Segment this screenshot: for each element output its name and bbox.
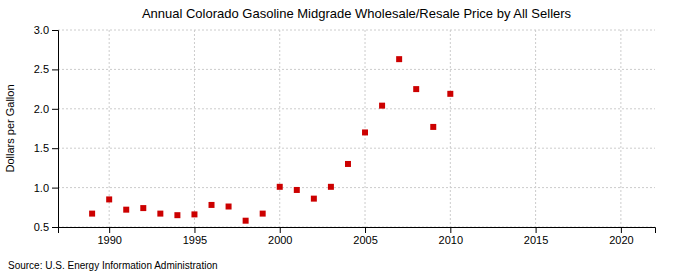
grid-line bbox=[450, 30, 451, 227]
tick-mark bbox=[52, 148, 58, 149]
tick: 2005 bbox=[353, 227, 377, 246]
point bbox=[260, 211, 266, 217]
grid-line bbox=[58, 30, 655, 31]
tick-mark bbox=[280, 227, 281, 233]
points bbox=[89, 56, 453, 224]
point bbox=[430, 124, 436, 130]
grid-line bbox=[365, 30, 366, 227]
tick-label: 1990 bbox=[97, 234, 121, 246]
tick-label: 2005 bbox=[353, 234, 377, 246]
grid-line bbox=[58, 187, 655, 188]
tick-mark bbox=[621, 227, 622, 233]
point bbox=[311, 196, 317, 202]
tick-label: 2000 bbox=[268, 234, 292, 246]
tick: 1995 bbox=[183, 227, 207, 246]
y-axis: 0.5 1.0 1.5 2.0 2.5 3.0 bbox=[34, 24, 59, 233]
point bbox=[379, 103, 385, 109]
point bbox=[106, 196, 112, 202]
grid-line bbox=[535, 30, 536, 227]
tick: 2.0 bbox=[34, 103, 58, 115]
tick-label: 2010 bbox=[439, 234, 463, 246]
grid-line bbox=[620, 30, 621, 227]
point bbox=[294, 187, 300, 193]
tick-mark bbox=[450, 227, 451, 233]
tick: 2020 bbox=[609, 227, 633, 246]
point bbox=[362, 129, 368, 135]
point bbox=[243, 218, 249, 224]
axis-line bbox=[52, 31, 59, 228]
tick-label: 3.0 bbox=[34, 24, 49, 36]
tick-label: 1.5 bbox=[34, 142, 49, 154]
tick-mark bbox=[52, 30, 58, 31]
tick-mark bbox=[536, 227, 537, 233]
point bbox=[191, 211, 197, 217]
tick: 1.0 bbox=[34, 182, 58, 194]
point bbox=[396, 56, 402, 62]
point bbox=[345, 161, 351, 167]
point bbox=[413, 86, 419, 92]
point bbox=[174, 212, 180, 218]
tick-mark bbox=[194, 227, 195, 233]
grid-line bbox=[58, 69, 655, 70]
grid-line bbox=[58, 148, 655, 149]
point bbox=[123, 207, 129, 213]
tick: 2.5 bbox=[34, 63, 58, 75]
point bbox=[277, 184, 283, 190]
tick: 1990 bbox=[97, 227, 121, 246]
tick: 2015 bbox=[524, 227, 548, 246]
grid-line bbox=[279, 30, 280, 227]
point bbox=[157, 211, 163, 217]
tick-label: 2015 bbox=[524, 234, 548, 246]
grid-line bbox=[58, 108, 655, 109]
grid-line bbox=[194, 30, 195, 227]
tick-label: 2.5 bbox=[34, 63, 49, 75]
point bbox=[89, 211, 95, 217]
tick-label: 2.0 bbox=[34, 103, 49, 115]
y-axis-title: Dollars per Gallon bbox=[4, 84, 16, 172]
point bbox=[328, 184, 334, 190]
title: Annual Colorado Gasoline Midgrade Wholes… bbox=[142, 6, 572, 21]
tick: 2000 bbox=[268, 227, 292, 246]
tick-label: 1.0 bbox=[34, 182, 49, 194]
point bbox=[226, 204, 232, 210]
tick: 0.5 bbox=[34, 221, 58, 233]
tick-mark bbox=[52, 109, 58, 110]
x-axis: 1990 1995 2000 2005 2010 2015 2020 bbox=[59, 227, 656, 246]
point bbox=[140, 205, 146, 211]
tick: 2010 bbox=[439, 227, 463, 246]
tick-mark bbox=[52, 227, 58, 228]
tick-label: 2020 bbox=[609, 234, 633, 246]
tick-mark bbox=[109, 227, 110, 233]
tick-mark bbox=[365, 227, 366, 233]
tick-mark bbox=[52, 69, 58, 70]
point bbox=[447, 91, 453, 97]
chart: 1990 1995 2000 2005 2010 2015 2020 0.5 1.0 1.5 2.0… bbox=[0, 0, 675, 275]
tick-label: 1995 bbox=[183, 234, 207, 246]
axis-line bbox=[59, 228, 656, 234]
tick: 3.0 bbox=[34, 24, 58, 36]
plot: 1990 1995 2000 2005 2010 2015 2020 0.5 1.0 1.5 2.0… bbox=[34, 24, 656, 246]
point bbox=[209, 202, 215, 208]
tick-label: 0.5 bbox=[34, 221, 49, 233]
grid bbox=[58, 30, 655, 227]
annotation: Source: U.S. Energy Information Administ… bbox=[8, 260, 218, 271]
tick: 1.5 bbox=[34, 142, 58, 154]
tick-mark bbox=[52, 188, 58, 189]
